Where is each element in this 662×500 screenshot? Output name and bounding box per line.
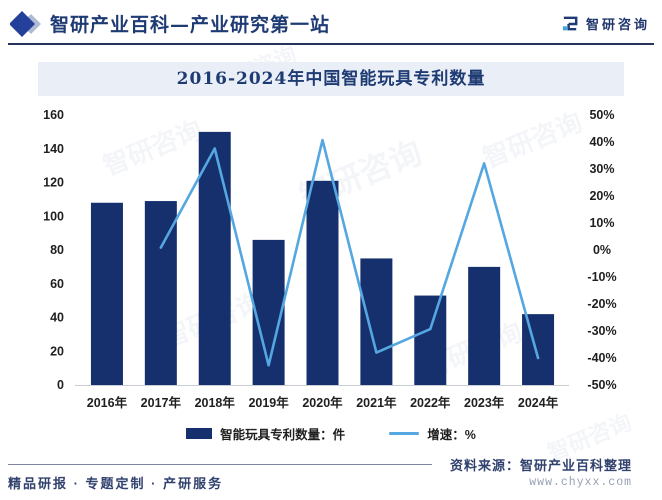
left-axis-tick-label: 160 [43,108,64,122]
right-axis-tick-label: -10% [587,270,616,284]
x-axis-tick-label: 2017年 [141,395,182,410]
company-logo: 智研咨询 [561,14,650,33]
page-title: 智研产业百科—产业研究第一站 [50,14,331,36]
bar-2022年 [414,295,447,385]
x-axis-tick-label: 2018年 [195,395,236,410]
header: 智研产业百科—产业研究第一站 智研咨询 [8,0,654,45]
left-axis-tick-label: 140 [43,142,64,156]
x-axis-tick-label: 2016年 [87,395,128,410]
left-axis-tick-label: 20 [50,344,64,358]
footer-divider [8,464,432,465]
bar-2017年 [144,201,177,385]
chart-area: 0 20 40 60 80 100 120 140 160 -50% -40% -30% -20% -10… [0,100,662,420]
diamond-icon [10,10,41,37]
right-axis-tick-label: -20% [587,297,616,311]
bar-2021年 [360,258,393,385]
bar-2020年 [306,180,339,385]
left-axis-tick-label: 0 [57,378,64,392]
bar-2024年 [522,314,555,385]
left-axis-tick-label: 100 [43,209,64,223]
zhiyan-logo-icon [562,16,578,31]
legend-bar-swatch [186,428,213,439]
services-tagline: 精品研报 · 专题定制 · 产研服务 [8,476,224,491]
x-axis-tick-label: 2021年 [356,395,397,410]
left-axis-tick-label: 120 [43,176,64,190]
x-axis-tick-label: 2023年 [464,395,505,410]
header-brand: 智研产业百科—产业研究第一站 [10,10,330,38]
legend-bar-label: 智能玩具专利数量：件 [220,428,346,442]
data-source-text: 资料来源：智研产业百科整理 [449,458,632,473]
website-url: www.chyxx.com [529,476,632,489]
legend-item-bars: 智能玩具专利数量：件 [186,424,345,443]
right-axis-tick-label: -30% [587,324,616,338]
x-axis-tick-label: 2020年 [302,395,343,410]
right-axis-tick-label: -40% [587,351,616,365]
legend-item-line: 增速：% [389,424,476,443]
right-axis-tick-label: 20% [589,189,614,203]
left-axis-tick-label: 60 [50,277,64,291]
right-axis-tick-label: 10% [589,216,614,230]
x-axis-tick-label: 2019年 [248,395,289,410]
right-axis-tick-label: 40% [589,135,614,149]
chart-title: 2016-2024年中国智能玩具专利数量 [38,62,624,96]
chart-legend: 智能玩具专利数量：件 增速：% [0,424,662,443]
right-axis-tick-label: -50% [587,378,616,392]
right-axis-tick-label: 30% [589,162,614,176]
bar-2018年 [198,131,231,385]
bar-2016年 [90,202,123,385]
bar-2023年 [468,266,501,385]
growth-rate-line [159,138,540,367]
legend-line-swatch [389,432,420,435]
chart-canvas: 0 20 40 60 80 100 120 140 160 -50% -40% -30% -20% -10… [43,108,616,410]
right-axis-tick-label: 0% [593,243,611,257]
x-axis-tick-label: 2022年 [410,395,451,410]
x-axis-tick-label: 2024年 [518,395,559,410]
legend-line-label: 增速：% [427,428,476,442]
company-logo-text: 智研咨询 [585,17,650,32]
left-axis-tick-label: 80 [50,243,64,257]
right-axis-tick-label: 50% [589,108,614,122]
left-axis-tick-label: 40 [50,311,64,325]
